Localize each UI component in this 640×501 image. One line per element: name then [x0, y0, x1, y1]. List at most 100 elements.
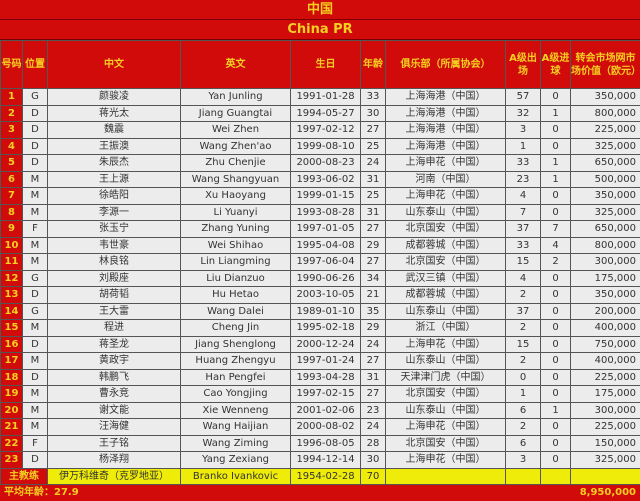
cell-number: 8 — [1, 204, 23, 221]
cell-goals: 0 — [541, 303, 571, 320]
cell-club: 浙江（中国） — [386, 320, 506, 337]
cell-club: 成都蓉城（中国） — [386, 287, 506, 304]
cell-caps: 2 — [506, 419, 541, 436]
cell-age: 25 — [361, 138, 386, 155]
cell-number: 4 — [1, 138, 23, 155]
cell-club: 山东泰山（中国） — [386, 353, 506, 370]
cell-caps: 0 — [506, 369, 541, 386]
cell-name-en: Lin Liangming — [181, 254, 291, 271]
cell-caps: 4 — [506, 188, 541, 205]
cell-number: 21 — [1, 419, 23, 436]
cell-name-en: Zhang Yuning — [181, 221, 291, 238]
cell-age: 33 — [361, 89, 386, 106]
cell-position: M — [23, 171, 48, 188]
cell-name-cn: 韩鹏飞 — [48, 369, 181, 386]
cell-name-en: Cheng Jin — [181, 320, 291, 337]
cell-caps: 37 — [506, 303, 541, 320]
cell-position: M — [23, 237, 48, 254]
cell-market-value: 400,000 — [571, 353, 640, 370]
cell-position: M — [23, 254, 48, 271]
cell-position: G — [23, 303, 48, 320]
cell-birthdate: 1997-01-24 — [291, 353, 361, 370]
cell-name-en: Liu Dianzuo — [181, 270, 291, 287]
cell-goals: 0 — [541, 89, 571, 106]
cell-name-cn: 蒋光太 — [48, 105, 181, 122]
cell-number: 1 — [1, 89, 23, 106]
cell-birthdate: 2001-02-06 — [291, 402, 361, 419]
cell-club: 成都蓉城（中国） — [386, 237, 506, 254]
cell-goals: 0 — [541, 138, 571, 155]
cell-name-en: Han Pengfei — [181, 369, 291, 386]
cell-name-cn: 韦世豪 — [48, 237, 181, 254]
cell-goals: 7 — [541, 221, 571, 238]
cell-name-en: Jiang Guangtai — [181, 105, 291, 122]
header-age: 年龄 — [361, 41, 386, 89]
footer-bar: 平均年龄：27.9 8,950,000 — [0, 485, 640, 501]
cell-position: M — [23, 188, 48, 205]
cell-name-en: Hu Hetao — [181, 287, 291, 304]
cell-name-cn: 朱辰杰 — [48, 155, 181, 172]
cell-caps: 32 — [506, 105, 541, 122]
cell-birthdate: 1990-06-26 — [291, 270, 361, 287]
cell-goals: 0 — [541, 188, 571, 205]
cell-name-cn: 徐皓阳 — [48, 188, 181, 205]
header-number: 号码 — [1, 41, 23, 89]
cell-caps: 1 — [506, 386, 541, 403]
cell-goals: 0 — [541, 452, 571, 469]
cell-number: 18 — [1, 369, 23, 386]
cell-number: 16 — [1, 336, 23, 353]
cell-name-cn: 李源一 — [48, 204, 181, 221]
cell-age: 24 — [361, 336, 386, 353]
cell-market-value: 800,000 — [571, 237, 640, 254]
cell-birthdate: 2003-10-05 — [291, 287, 361, 304]
coach-label: 主教练 — [1, 468, 48, 484]
cell-name-en: Wang Dalei — [181, 303, 291, 320]
cell-goals: 2 — [541, 254, 571, 271]
cell-goals: 0 — [541, 353, 571, 370]
cell-name-cn: 胡荷韬 — [48, 287, 181, 304]
cell-position: M — [23, 353, 48, 370]
cell-name-en: Wang Zhen'ao — [181, 138, 291, 155]
cell-club: 上海海港（中国） — [386, 105, 506, 122]
cell-caps: 57 — [506, 89, 541, 106]
cell-market-value: 225,000 — [571, 122, 640, 139]
cell-age: 27 — [361, 254, 386, 271]
cell-age: 34 — [361, 270, 386, 287]
cell-age: 29 — [361, 320, 386, 337]
header-club: 俱乐部（所属协会） — [386, 41, 506, 89]
cell-name-cn: 汪海健 — [48, 419, 181, 436]
header-market-value: 转会市场网市场价值（欧元） — [571, 41, 640, 89]
cell-caps: 2 — [506, 287, 541, 304]
cell-name-en: Jiang Shenglong — [181, 336, 291, 353]
cell-number: 3 — [1, 122, 23, 139]
cell-birthdate: 1994-12-14 — [291, 452, 361, 469]
cell-club: 武汉三镇（中国） — [386, 270, 506, 287]
cell-birthdate: 1993-06-02 — [291, 171, 361, 188]
cell-number: 6 — [1, 171, 23, 188]
cell-name-en: Wei Shihao — [181, 237, 291, 254]
cell-position: G — [23, 270, 48, 287]
cell-market-value: 225,000 — [571, 419, 640, 436]
cell-age: 29 — [361, 237, 386, 254]
cell-name-cn: 程进 — [48, 320, 181, 337]
cell-caps: 33 — [506, 237, 541, 254]
average-age: 平均年龄：27.9 — [4, 485, 79, 501]
cell-age: 30 — [361, 452, 386, 469]
cell-birthdate: 1993-08-28 — [291, 204, 361, 221]
cell-goals: 0 — [541, 419, 571, 436]
cell-club: 北京国安（中国） — [386, 435, 506, 452]
cell-birthdate: 1997-02-15 — [291, 386, 361, 403]
cell-goals: 0 — [541, 386, 571, 403]
cell-club: 天津津门虎（中国） — [386, 369, 506, 386]
